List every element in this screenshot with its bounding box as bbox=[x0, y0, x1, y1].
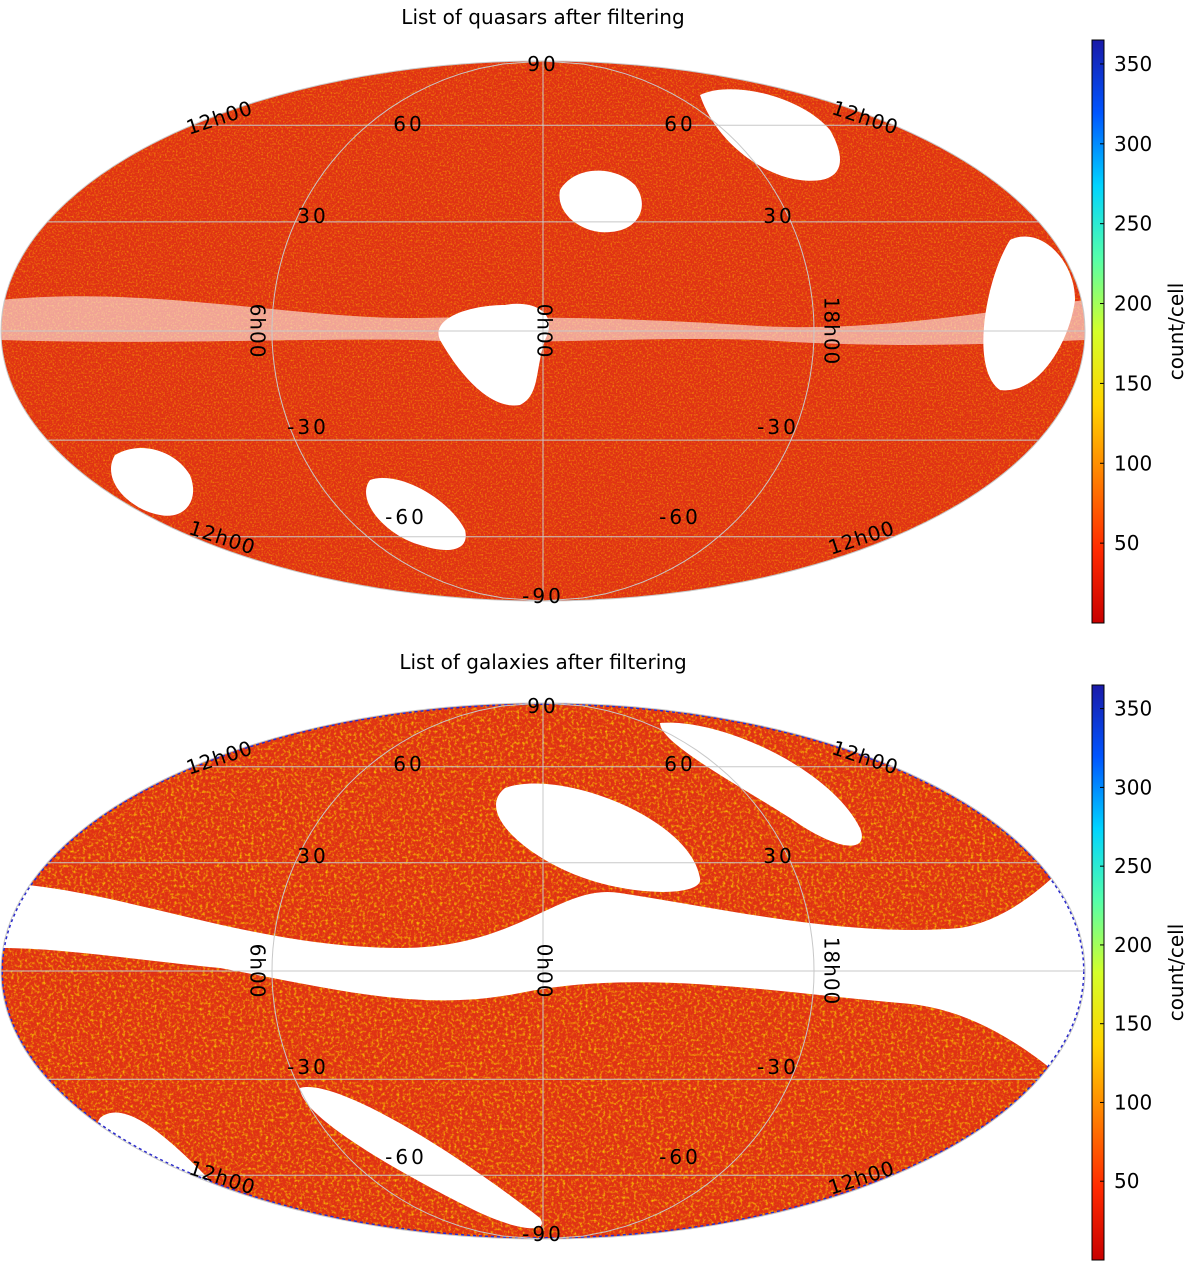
longitude-label: 6h00 bbox=[246, 944, 270, 999]
quasar-hole-north-center bbox=[559, 170, 642, 233]
quasar-hole-south-left bbox=[111, 447, 194, 516]
quasar-map-title: List of quasars after filtering bbox=[401, 5, 685, 29]
colorbar-label: count/cell bbox=[1164, 283, 1188, 381]
colorbar-tick-label: 100 bbox=[1114, 1090, 1152, 1114]
colorbar-tick-label: 300 bbox=[1114, 132, 1152, 156]
meridian-line bbox=[271, 60, 544, 602]
quasar-hole-east bbox=[983, 236, 1075, 391]
meridian-line bbox=[542, 702, 815, 1240]
latitude-label: 60 bbox=[393, 752, 424, 776]
quasar-graticule bbox=[0, 60, 1086, 602]
longitude-label: 0h00 bbox=[533, 944, 557, 999]
latitude-label: 60 bbox=[393, 112, 424, 136]
colorbar-tick-label: 100 bbox=[1114, 451, 1152, 475]
colorbar-tick-label: 350 bbox=[1114, 697, 1152, 721]
quasar-colorbar: 50 100 150 200 250 300 350 count/cell bbox=[1091, 39, 1188, 624]
latitude-label: -30 bbox=[757, 415, 799, 439]
colorbar-tick-label: 250 bbox=[1114, 212, 1152, 236]
colorbar-tick-label: 300 bbox=[1114, 775, 1152, 799]
latitude-label: -60 bbox=[659, 505, 701, 529]
latitude-label: -90 bbox=[522, 1222, 564, 1246]
colorbar-tick-label: 50 bbox=[1114, 531, 1139, 555]
quasar-map-panel: List of quasars after filtering 90 60 30 -3… bbox=[0, 0, 1200, 634]
longitude-label: 18h00 bbox=[820, 297, 844, 366]
quasar-hole-south-center bbox=[366, 478, 466, 550]
longitude-label: 6h00 bbox=[246, 304, 270, 359]
galaxy-hole-north-center bbox=[496, 783, 701, 892]
galaxy-colorbar: 50 100 150 200 250 300 350 count/cell bbox=[1091, 684, 1188, 1261]
quasar-hole-center bbox=[438, 303, 550, 406]
latitude-label: 30 bbox=[297, 204, 328, 228]
galaxy-hole-south-center bbox=[300, 1087, 542, 1229]
meridian-line bbox=[271, 702, 544, 1240]
colorbar-tick-label: 150 bbox=[1114, 371, 1152, 395]
latitude-label: -60 bbox=[385, 1145, 427, 1169]
colorbar-gradient bbox=[1091, 39, 1105, 624]
latitude-label: 30 bbox=[763, 204, 794, 228]
latitude-label: 60 bbox=[664, 112, 695, 136]
latitude-label: -30 bbox=[757, 1055, 799, 1079]
colorbar-tick-label: 200 bbox=[1114, 933, 1152, 957]
latitude-label: 30 bbox=[763, 844, 794, 868]
galaxy-map-title: List of galaxies after filtering bbox=[399, 650, 687, 674]
quasar-hole-north-right bbox=[700, 89, 840, 181]
galaxy-graticule bbox=[0, 702, 1086, 1240]
latitude-label: 60 bbox=[664, 752, 695, 776]
galaxy-hole-north-right bbox=[660, 722, 862, 846]
colorbar-tick-label: 250 bbox=[1114, 854, 1152, 878]
colorbar-tick-label: 350 bbox=[1114, 52, 1152, 76]
latitude-label: -60 bbox=[385, 505, 427, 529]
longitude-label: 18h00 bbox=[820, 937, 844, 1006]
latitude-label: -30 bbox=[287, 1055, 329, 1079]
colorbar-gradient bbox=[1091, 684, 1105, 1261]
galaxy-map-panel: List of galaxies after filtering 90 60 30 -… bbox=[0, 648, 1200, 1269]
latitude-label: -60 bbox=[659, 1145, 701, 1169]
latitude-label: 90 bbox=[527, 52, 558, 76]
latitude-label: 90 bbox=[527, 694, 558, 718]
latitude-label: -90 bbox=[522, 584, 564, 608]
meridian-line bbox=[542, 60, 815, 602]
colorbar-tick-label: 150 bbox=[1114, 1012, 1152, 1036]
colorbar-tick-label: 50 bbox=[1114, 1169, 1139, 1193]
colorbar-label: count/cell bbox=[1164, 924, 1188, 1022]
latitude-label: 30 bbox=[297, 844, 328, 868]
longitude-label: 0h00 bbox=[533, 304, 557, 359]
latitude-label: -30 bbox=[287, 415, 329, 439]
colorbar-tick-label: 200 bbox=[1114, 292, 1152, 316]
